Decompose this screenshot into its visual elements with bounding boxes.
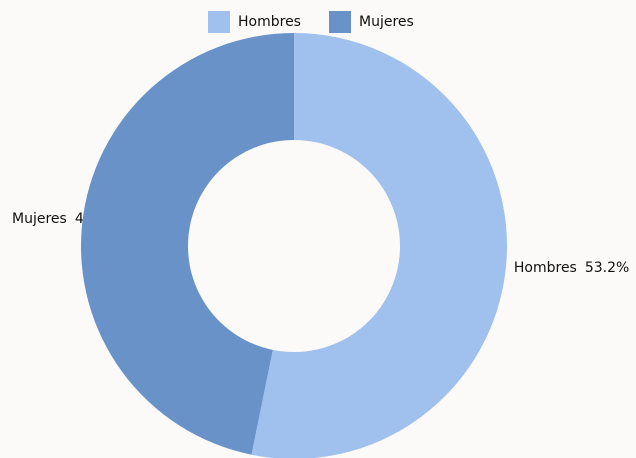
label-value: 53.2% (585, 260, 629, 276)
legend-swatch (329, 11, 351, 33)
donut-slice (251, 33, 507, 458)
legend-swatch (208, 11, 230, 33)
donut-slice (81, 33, 294, 455)
legend-label: Hombres (238, 14, 301, 30)
label-name: Mujeres (12, 211, 67, 227)
label-name: Hombres (514, 260, 577, 276)
legend-label: Mujeres (359, 14, 414, 30)
data-label: Hombres 53.2% (514, 260, 629, 276)
